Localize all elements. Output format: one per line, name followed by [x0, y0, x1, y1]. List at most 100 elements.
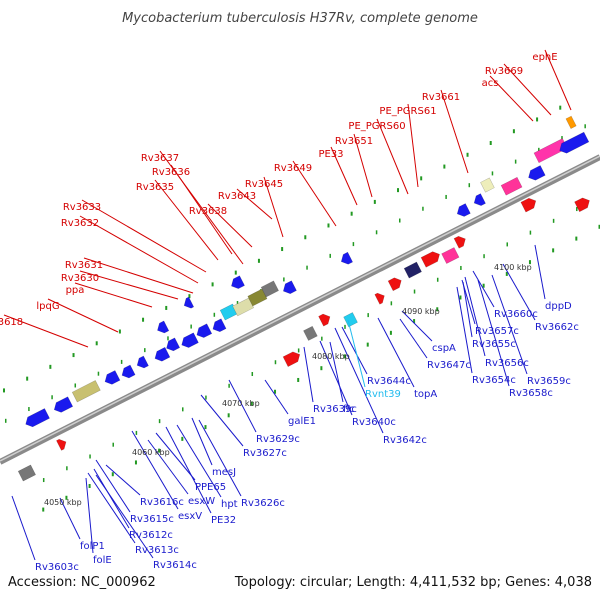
scale-label: 4080 kbp	[312, 352, 350, 361]
track-tick	[528, 260, 531, 265]
track-tick	[74, 383, 77, 388]
gene-red	[387, 277, 402, 292]
track-tick	[165, 305, 168, 310]
gene-red	[453, 235, 466, 249]
gene-label-rv3660c: Rv3660c	[494, 309, 538, 320]
track-tick	[436, 307, 439, 312]
gene-label-rv3603c: Rv3603c	[35, 562, 79, 573]
track-tick	[205, 395, 207, 400]
gene-label-leader	[74, 282, 153, 308]
gene-red	[56, 438, 67, 451]
gene-label-ppa: ppa	[66, 285, 85, 296]
track-tick	[66, 466, 68, 471]
gene-label-gale1: galE1	[288, 416, 316, 427]
gene-blue	[231, 275, 245, 289]
track-tick	[297, 348, 300, 353]
gene-blue-shape	[528, 165, 546, 181]
gene-label-leader	[81, 199, 207, 273]
gene-blue-shape	[136, 355, 149, 369]
track-tick	[251, 372, 254, 377]
gene-label-leader	[477, 279, 510, 387]
gene-label-rv3614c: Rv3614c	[153, 560, 197, 571]
track-tick	[227, 413, 230, 418]
gene-label-leader	[95, 459, 131, 513]
gene-label-rv3642c: Rv3642c	[383, 435, 427, 446]
gene-label-leader	[401, 310, 433, 342]
gene-label-leader	[330, 146, 358, 206]
track-tick	[181, 436, 184, 441]
gene-label-pe32: PE32	[211, 515, 236, 526]
track-tick	[42, 478, 45, 483]
genome-summary-text: Topology: circular; Length: 4,411,532 bp…	[234, 575, 592, 590]
backbone-line	[0, 154, 600, 465]
gene-label-rv3659c: Rv3659c	[527, 376, 571, 387]
gene-gray-shape	[260, 280, 279, 298]
gene-orange	[565, 115, 577, 129]
track-tick	[529, 230, 532, 235]
gene-pale-shape	[232, 297, 255, 317]
gene-blue-shape	[154, 346, 171, 362]
track-tick	[536, 117, 539, 122]
gene-label-leader	[334, 327, 384, 434]
gene-olive-shape	[247, 288, 268, 307]
gene-red	[374, 292, 385, 305]
scale-label: 4060 kbp	[132, 448, 170, 457]
gene-blue	[340, 251, 353, 265]
track-tick	[413, 289, 416, 294]
gene-label-rv3627c: Rv3627c	[243, 448, 287, 459]
track-tick	[97, 371, 100, 376]
track-tick	[120, 359, 123, 364]
scale-labels: 4050 kbp 4060 kbp 4070 kbp 4080 kbp 4090 kbp…	[44, 263, 532, 507]
gene-blue	[183, 296, 195, 309]
gene-blue-shape	[53, 396, 74, 413]
track-tick	[4, 418, 7, 423]
gene-label-leader	[105, 464, 141, 496]
gene-label-rv3662c: Rv3662c	[535, 322, 579, 333]
track-tick	[413, 319, 416, 324]
gene-blue	[282, 280, 297, 294]
gene-label-leader	[399, 318, 428, 359]
gene-label-folp1: folP1	[80, 541, 105, 552]
scale-label: 4100 kbp	[494, 263, 532, 272]
gene-label-rvnt39: Rvnt39	[365, 389, 401, 400]
gene-label-leader	[207, 203, 253, 248]
gene-label-rv3615c: Rv3615c	[130, 514, 174, 525]
gene-label-rv3630: Rv3630	[61, 273, 99, 284]
track-tick	[236, 300, 239, 305]
gene-label-rv3633: Rv3633	[63, 202, 101, 213]
track-tick	[506, 242, 508, 247]
gene-blue	[157, 320, 170, 334]
leader-lines	[3, 49, 572, 561]
gene-blue-shape	[231, 275, 245, 289]
gene-label-rv3655c: Rv3655c	[472, 339, 516, 350]
gene-label-topa: topA	[414, 389, 437, 400]
gene-label-rv3612c: Rv3612c	[129, 530, 173, 541]
gene-gray	[17, 464, 36, 482]
track-tick	[389, 330, 392, 335]
track-tick	[552, 248, 555, 253]
gene-label-rv3656c: Rv3656c	[485, 358, 529, 369]
gene-gray	[260, 280, 279, 298]
track-tick	[559, 105, 562, 110]
gene-pale	[480, 177, 495, 193]
gene-label-rv3661: Rv3661	[422, 92, 460, 103]
gene-red-shape	[387, 277, 402, 292]
gene-red-shape	[574, 197, 590, 213]
gene-label-mesj: mesJ	[212, 467, 236, 478]
track-tick	[489, 140, 492, 145]
track-tick	[283, 277, 285, 282]
gene-label-leader	[534, 244, 546, 300]
gene-label-leader	[489, 75, 534, 122]
gene-blue	[528, 165, 546, 181]
gene-olive	[247, 288, 268, 307]
gene-orange-shape	[565, 115, 577, 129]
gene-red-shape	[282, 351, 301, 367]
gene-label-leader	[329, 341, 344, 403]
gene-label-leader	[93, 468, 130, 529]
track-tick	[274, 360, 277, 365]
gene-label-acs: acs	[482, 78, 499, 89]
gene-label-leader	[456, 286, 473, 374]
gene-label-pe-pgrs60: PE_PGRS60	[348, 121, 405, 132]
gene-red-shape	[318, 313, 331, 327]
gene-blue-shape	[196, 323, 213, 338]
